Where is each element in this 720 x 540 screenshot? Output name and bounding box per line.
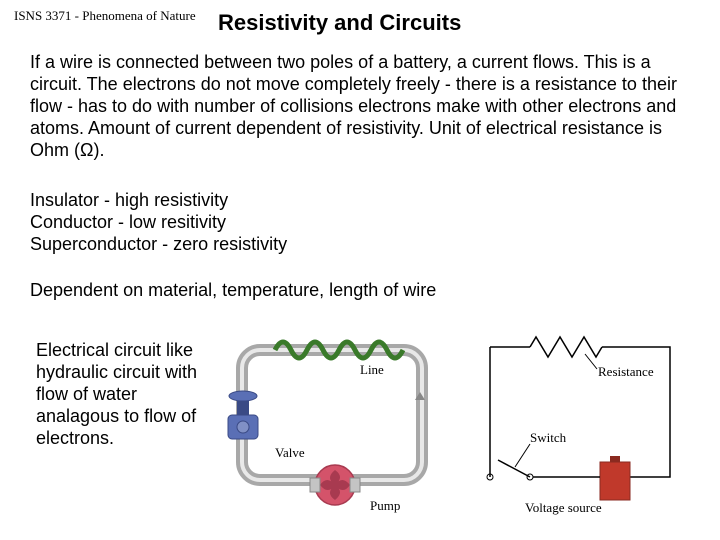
battery-icon [600,456,630,500]
paragraph-dependent: Dependent on material, temperature, leng… [30,280,436,302]
paragraph-material-types: Insulator - high resistivity Conductor -… [30,190,287,256]
label-resistance: Resistance [598,364,654,380]
paragraph-intro: If a wire is connected between two poles… [30,52,690,162]
pump-icon [310,465,360,505]
paragraph-analogy: Electrical circuit like hydraulic circui… [36,340,216,450]
hydraulic-diagram: Line Valve Pump [220,320,450,520]
label-pump: Pump [370,498,400,514]
course-header: ISNS 3371 - Phenomena of Nature [14,8,196,24]
line-insulator: Insulator - high resistivity [30,190,228,210]
label-voltage: Voltage source [525,500,602,516]
label-valve: Valve [275,445,305,461]
label-line: Line [360,362,384,378]
line-conductor: Conductor - low resitivity [30,212,226,232]
switch-icon [487,460,533,480]
label-switch: Switch [530,430,566,446]
hydraulic-svg [220,320,450,520]
electric-diagram: Resistance Switch Voltage source [470,322,695,512]
page-title: Resistivity and Circuits [218,10,461,36]
valve-icon [228,391,258,439]
electric-svg [470,322,695,512]
line-superconductor: Superconductor - zero resistivity [30,234,287,254]
